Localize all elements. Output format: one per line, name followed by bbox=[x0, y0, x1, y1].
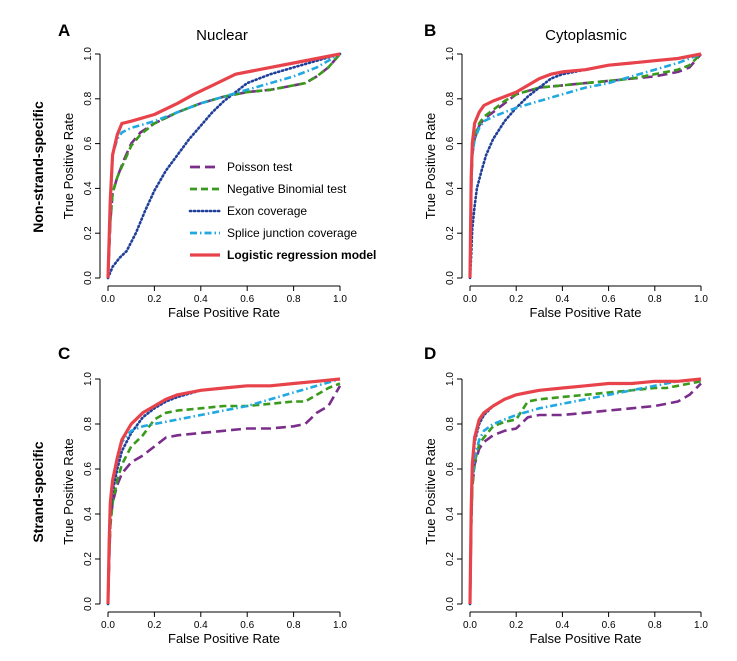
x-tick-label-a: 0.2 bbox=[147, 294, 161, 305]
x-tick-label-a: 0.4 bbox=[194, 294, 208, 305]
row-title-non-strand-specific: Non-strand-specific bbox=[30, 101, 46, 233]
series-logistic-regression-model-c bbox=[106, 377, 341, 605]
y-tick-label-a: 0.4 bbox=[83, 181, 94, 195]
y-tick-label-a: 0.2 bbox=[83, 226, 94, 240]
x-tick-label-b: 1.0 bbox=[694, 294, 708, 305]
y-tick-label-d: 0.2 bbox=[445, 552, 456, 566]
panel-b: B 0.0 0.2 0.4 0.6 0.8 1.0 0.0 0.2 0.4 0.6 0.8 1.0 Fal… bbox=[423, 21, 708, 320]
panel-d: D 0.0 0.2 0.4 0.6 0.8 1.0 0.0 0.2 0.4 0.6 0.8 1.0 Fal… bbox=[423, 344, 708, 646]
legend-label-negative-binomial-test: Negative Binomial test bbox=[227, 182, 347, 196]
series-poisson-test-a bbox=[106, 53, 341, 279]
series-logistic-regression-model-a bbox=[106, 52, 341, 279]
y-axis-title-b: True Positive Rate bbox=[423, 113, 438, 219]
y-tick-label-b: 1.0 bbox=[445, 47, 456, 61]
x-tick-label-c: 1.0 bbox=[333, 620, 347, 631]
x-tick-label-c: 0.8 bbox=[287, 620, 301, 631]
legend-label-exon-coverage: Exon coverage bbox=[227, 204, 307, 218]
y-tick-label-d: 0.8 bbox=[445, 417, 456, 431]
y-tick-label-d: 0.4 bbox=[445, 507, 456, 521]
x-tick-label-b: 0.8 bbox=[648, 294, 662, 305]
panel-a: A 0.0 0.2 0.4 0.6 0.8 1.0 0.0 0.2 0.4 0.6 0.8 1.0 Fal… bbox=[58, 21, 347, 320]
x-tick-label-b: 0.4 bbox=[555, 294, 569, 305]
series-poisson-test-c bbox=[106, 385, 342, 605]
y-tick-label-c: 0.0 bbox=[83, 597, 94, 611]
series-splice-junction-coverage-d bbox=[468, 377, 702, 605]
x-axis-title-a: False Positive Rate bbox=[168, 305, 280, 320]
x-axis-title-d: False Positive Rate bbox=[530, 631, 642, 646]
x-tick-label-d: 0.0 bbox=[463, 620, 477, 631]
y-tick-label-b: 0.4 bbox=[445, 181, 456, 195]
legend-label-poisson-test: Poisson test bbox=[227, 160, 293, 174]
y-tick-label-c: 0.4 bbox=[83, 507, 94, 521]
y-tick-label-c: 0.6 bbox=[83, 462, 94, 476]
series-splice-junction-coverage-b bbox=[468, 52, 702, 279]
x-tick-label-d: 1.0 bbox=[694, 620, 708, 631]
x-tick-label-c: 0.6 bbox=[240, 620, 254, 631]
panel-letter-d: D bbox=[424, 344, 436, 363]
y-axis-title-c: True Positive Rate bbox=[61, 438, 76, 544]
y-tick-label-b: 0.6 bbox=[445, 136, 456, 150]
y-axis-title-a: True Positive Rate bbox=[61, 113, 76, 219]
column-title-cytoplasmic: Cytoplasmic bbox=[545, 27, 627, 44]
series-splice-junction-coverage-a bbox=[106, 52, 341, 279]
x-tick-label-c: 0.0 bbox=[101, 620, 115, 631]
x-tick-label-a: 1.0 bbox=[333, 294, 347, 305]
x-tick-label-d: 0.6 bbox=[602, 620, 616, 631]
y-tick-label-b: 0.2 bbox=[445, 226, 456, 240]
series-logistic-regression-model-b bbox=[468, 52, 702, 279]
x-tick-label-d: 0.2 bbox=[509, 620, 523, 631]
series-poisson-test-d bbox=[468, 382, 702, 605]
column-title-nuclear: Nuclear bbox=[196, 27, 248, 44]
panel-letter-b: B bbox=[424, 21, 436, 40]
panel-letter-a: A bbox=[58, 21, 70, 40]
series-logistic-regression-model-d bbox=[468, 377, 702, 605]
y-tick-label-b: 0.8 bbox=[445, 91, 456, 105]
y-tick-label-b: 0.0 bbox=[445, 271, 456, 285]
y-tick-label-d: 0.0 bbox=[445, 597, 456, 611]
x-tick-label-d: 0.8 bbox=[648, 620, 662, 631]
series-negative-binomial-test-c bbox=[106, 382, 341, 605]
legend-label-splice-junction-coverage: Splice junction coverage bbox=[227, 226, 357, 240]
x-tick-label-c: 0.4 bbox=[194, 620, 208, 631]
x-tick-label-a: 0.8 bbox=[287, 294, 301, 305]
series-negative-binomial-test-d bbox=[468, 380, 702, 605]
x-tick-label-c: 0.2 bbox=[147, 620, 161, 631]
x-tick-label-b: 0.0 bbox=[463, 294, 477, 305]
x-axis-title-b: False Positive Rate bbox=[530, 305, 642, 320]
series-exon-coverage-a bbox=[106, 52, 342, 280]
row-title-strand-specific: Strand-specific bbox=[30, 441, 46, 542]
y-tick-label-a: 0.8 bbox=[83, 91, 94, 105]
y-tick-label-c: 0.2 bbox=[83, 552, 94, 566]
legend-label-logistic-regression-model: Logistic regression model bbox=[227, 248, 376, 262]
x-tick-label-b: 0.6 bbox=[602, 294, 616, 305]
panel-letter-c: C bbox=[58, 344, 70, 363]
y-tick-label-a: 0.0 bbox=[83, 271, 94, 285]
y-tick-label-a: 0.6 bbox=[83, 136, 94, 150]
legend: Poisson test Negative Binomial test Exon c… bbox=[188, 160, 376, 262]
x-tick-label-d: 0.4 bbox=[555, 620, 569, 631]
series-negative-binomial-test-a bbox=[106, 53, 341, 279]
y-tick-label-d: 1.0 bbox=[445, 372, 456, 386]
y-axis-title-d: True Positive Rate bbox=[423, 438, 438, 544]
panel-c: C 0.0 0.2 0.4 0.6 0.8 1.0 0.0 0.2 0.4 0.6 0.8 1.0 Fal… bbox=[58, 344, 347, 646]
x-tick-label-a: 0.6 bbox=[240, 294, 254, 305]
y-tick-label-c: 0.8 bbox=[83, 417, 94, 431]
y-tick-label-d: 0.6 bbox=[445, 462, 456, 476]
x-tick-label-b: 0.2 bbox=[509, 294, 523, 305]
y-tick-label-a: 1.0 bbox=[83, 47, 94, 61]
x-tick-label-a: 0.0 bbox=[101, 294, 115, 305]
y-tick-label-c: 1.0 bbox=[83, 372, 94, 386]
x-axis-title-c: False Positive Rate bbox=[168, 631, 280, 646]
